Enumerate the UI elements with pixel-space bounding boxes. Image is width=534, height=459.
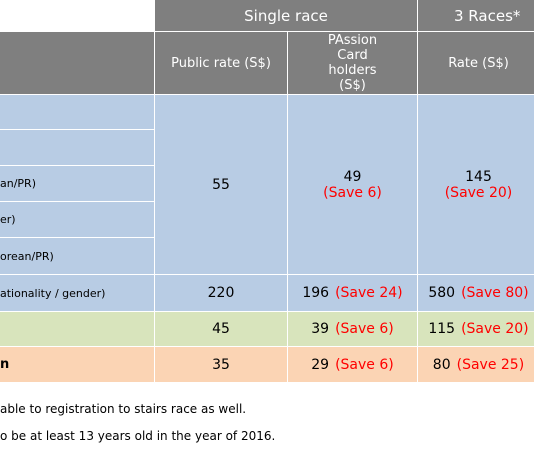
column-title: Rate (S$)	[448, 55, 509, 71]
price-cell: 145 (Save 20)	[418, 95, 534, 275]
price: 145	[465, 168, 492, 185]
row-label: n	[0, 357, 10, 372]
price-cell: 55	[155, 95, 288, 275]
price-cell: 35	[155, 347, 288, 383]
saving: (Save 6)	[323, 184, 382, 201]
saving: (Save 24)	[335, 285, 403, 301]
saving: (Save 6)	[335, 356, 394, 373]
column-header: Public rate (S$)	[155, 32, 288, 95]
saving: (Save 80)	[461, 285, 529, 301]
price: 39	[311, 321, 330, 337]
price-cell: 80 (Save 25)	[418, 347, 534, 383]
price-cell: 196 (Save 24)	[288, 275, 418, 312]
column-title: Public rate (S$)	[171, 55, 271, 71]
row-label: an/PR)	[0, 177, 36, 190]
label-cell	[0, 130, 155, 166]
footnote: o be at least 13 years old in the year o…	[0, 429, 276, 443]
column-header: Rate (S$)	[418, 32, 534, 95]
price-cell: 49 (Save 6)	[288, 95, 418, 275]
price: 220	[207, 285, 235, 301]
price: 29	[311, 356, 330, 373]
saving: (Save 6)	[335, 321, 394, 337]
price: 80	[432, 356, 451, 373]
group-title: Single race	[244, 6, 328, 25]
group-header: 3 Races*	[418, 0, 534, 32]
saving: (Save 20)	[461, 321, 529, 337]
price: 49	[343, 168, 362, 185]
row-label: ationality / gender)	[0, 286, 106, 300]
row-label: orean/PR)	[0, 249, 54, 263]
label-cell: orean/PR)	[0, 238, 155, 275]
column-title: PAssion Card holders (S$)	[327, 33, 378, 93]
price: 45	[212, 321, 230, 337]
label-cell	[0, 95, 155, 130]
column-header: PAssion Card holders (S$)	[288, 32, 418, 95]
saving: (Save 25)	[456, 356, 525, 373]
price-cell: 45	[155, 312, 288, 347]
label-cell	[0, 312, 155, 347]
price: 115	[428, 321, 456, 337]
price-cell: 29 (Save 6)	[288, 347, 418, 383]
price: 55	[212, 176, 230, 193]
header-cell	[0, 32, 155, 95]
footnote: able to registration to stairs race as w…	[0, 402, 247, 416]
price-cell: 580 (Save 80)	[418, 275, 534, 312]
price-cell: 220	[155, 275, 288, 312]
group-header: Single race	[155, 0, 418, 32]
group-title: 3 Races*	[454, 6, 521, 25]
saving: (Save 20)	[444, 184, 513, 201]
price: 196	[302, 285, 330, 301]
label-cell: ationality / gender)	[0, 275, 155, 312]
price-cell: 115 (Save 20)	[418, 312, 534, 347]
price: 35	[212, 356, 230, 373]
label-cell: er)	[0, 202, 155, 238]
price: 580	[428, 285, 456, 301]
row-label: er)	[0, 213, 16, 226]
label-cell: n	[0, 347, 155, 383]
price-cell: 39 (Save 6)	[288, 312, 418, 347]
label-cell: an/PR)	[0, 166, 155, 202]
